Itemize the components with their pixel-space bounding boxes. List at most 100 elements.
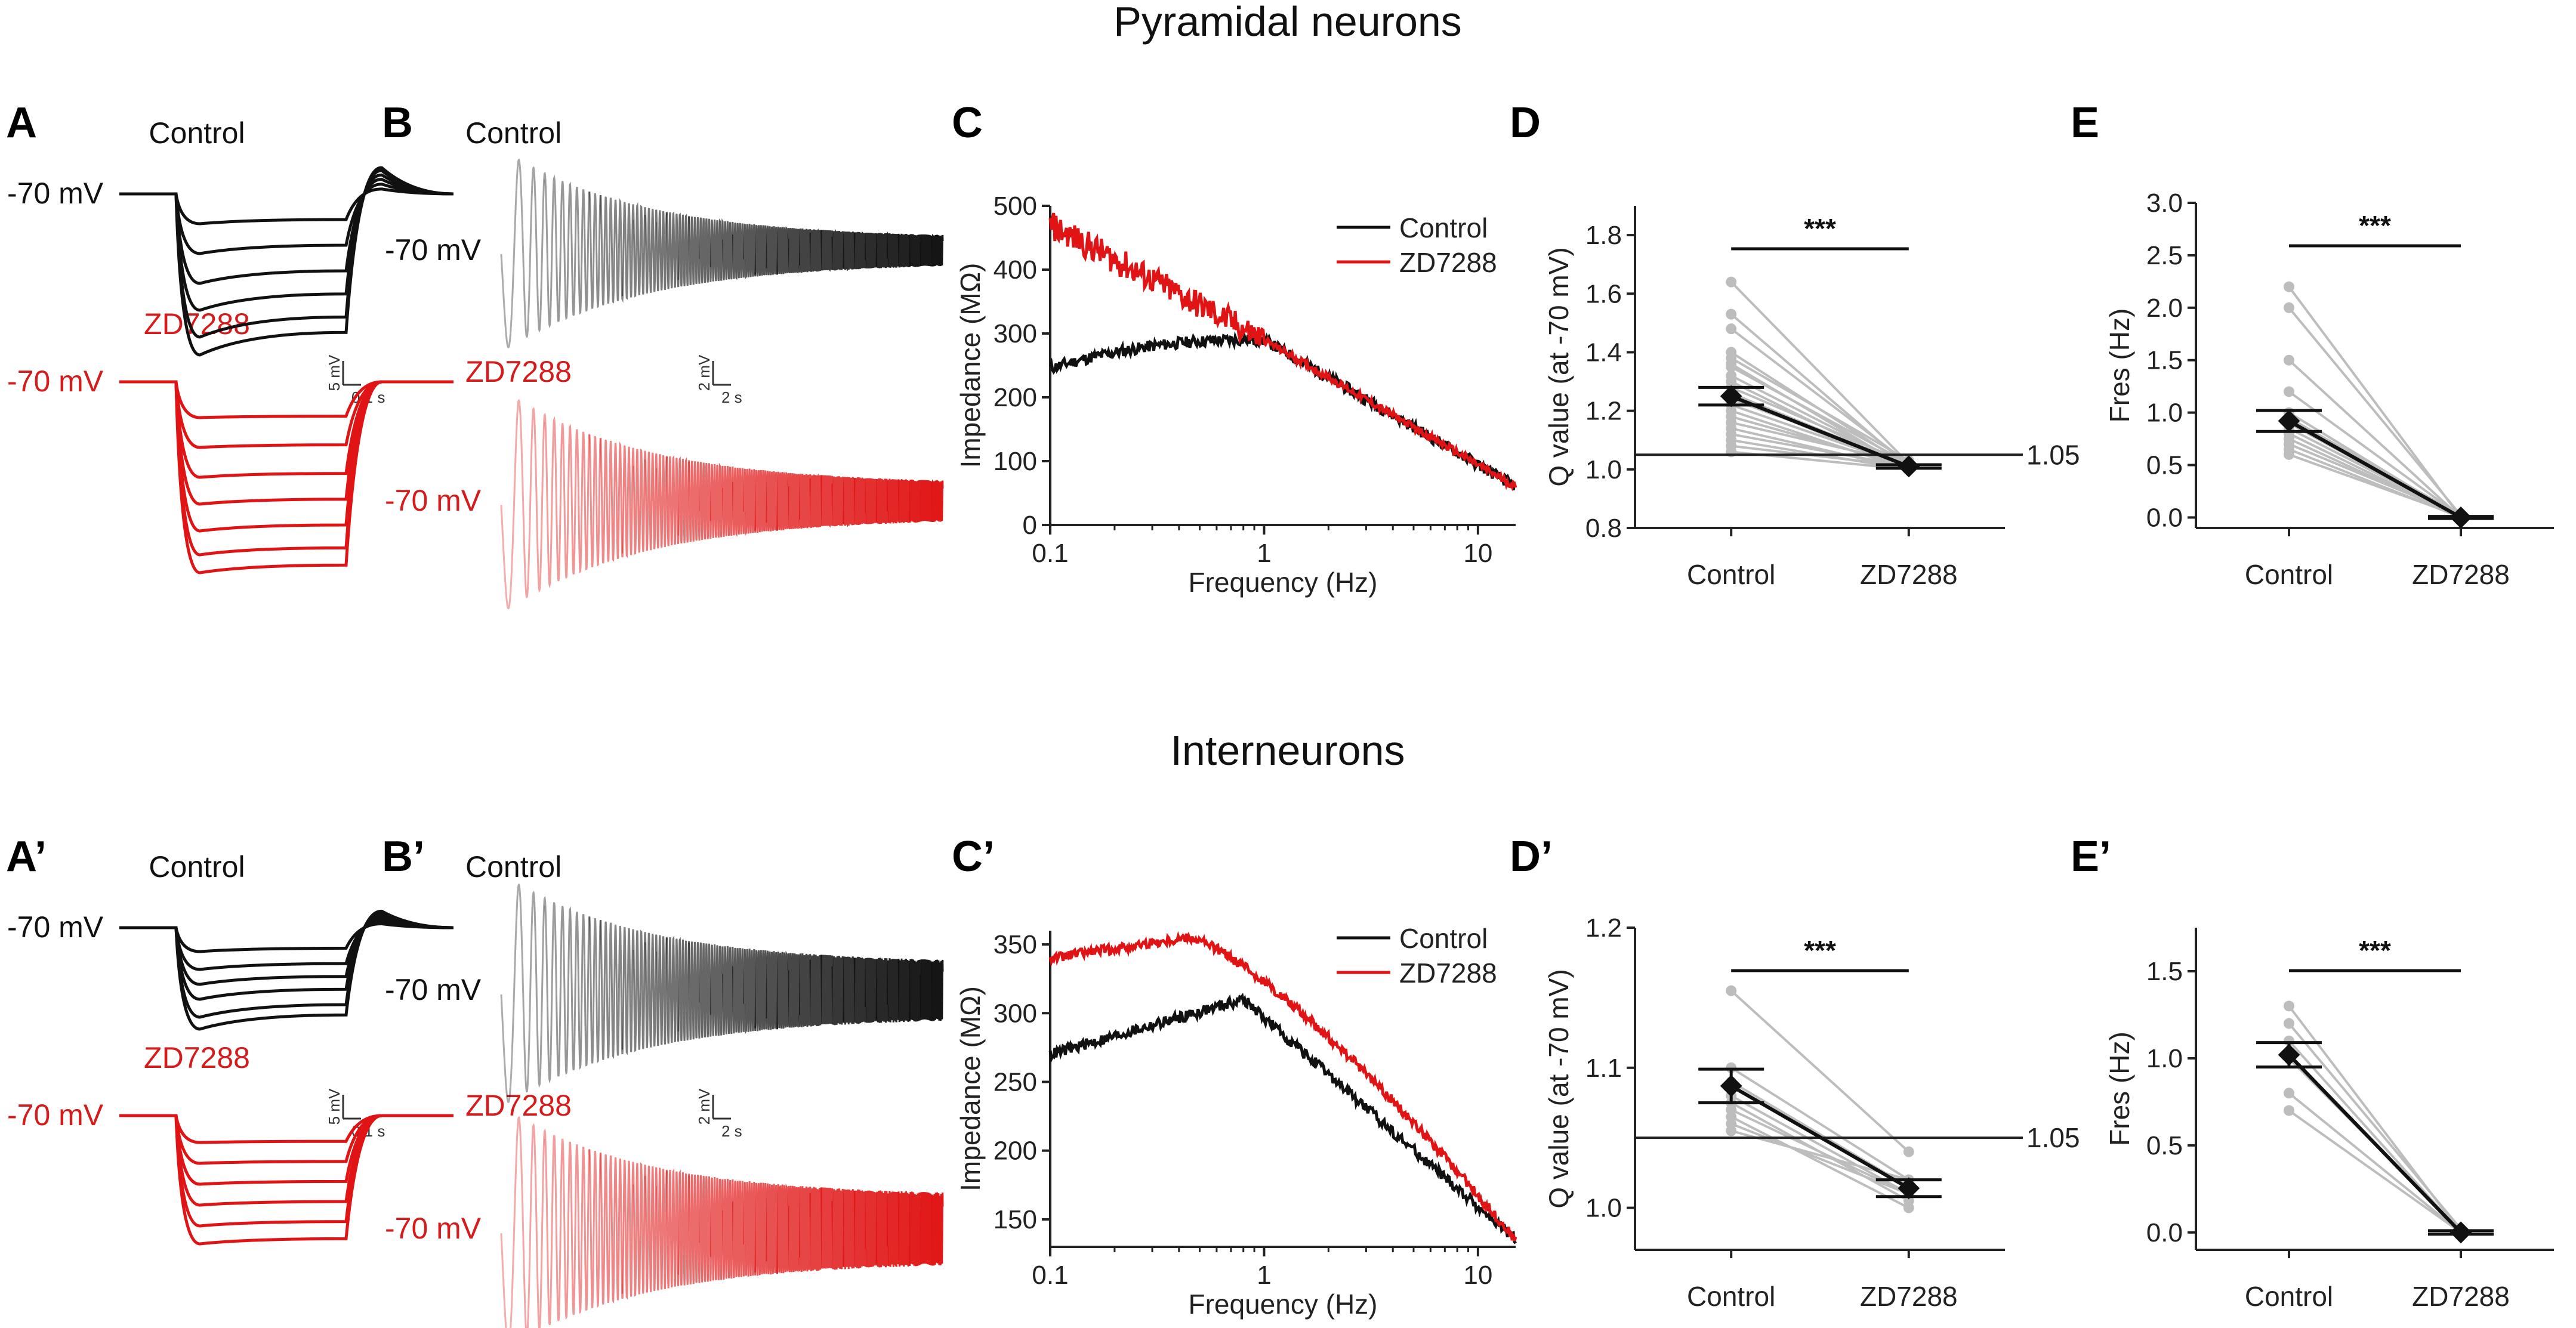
panel-label-b: B’ [382,833,425,881]
chirp-segment [633,202,646,298]
chirp-segment [622,926,635,1055]
chirp-segment [809,954,822,1027]
chirp-segment [909,1191,922,1267]
chirp-segment [887,478,900,524]
chirp-segment [875,958,889,1023]
chirp-segment [544,902,557,1084]
voltage-trace [119,922,454,953]
zd7288-step-traces [119,1114,454,1246]
scale-bar-voltage-label: 2 mV [695,354,713,391]
chirp-segment [931,959,944,1021]
chirp-segment [875,233,889,268]
zd7288-step-traces [119,380,454,575]
x-tick-label: ZD7288 [1860,1281,1958,1312]
chirp-segment [699,1175,712,1283]
paired-line [1730,281,1910,465]
y-axis-label: Q value (at -70 mV) [1543,969,1574,1208]
voltage-trace [119,187,454,226]
voltage-trace [119,183,454,255]
control-impedance-curve [1048,331,1516,490]
chirp-segment [721,1178,734,1280]
chirp-segment [931,1192,944,1266]
significance-stars: *** [2359,935,2391,966]
scale-bar-time-label: 2 s [721,388,742,406]
chirp-segment [887,958,900,1023]
chirp-segment [655,1167,668,1291]
zd7288-dot [1903,1202,1914,1213]
chirp-segment [710,1177,723,1281]
mean-marker [1898,455,1920,478]
chirp-segment [831,228,844,271]
chirp-segment [875,1190,889,1268]
x-tick-label: Control [2245,1281,2333,1312]
chirp-segment [743,468,756,536]
legend-label-zd7288: ZD7288 [1399,247,1497,278]
chirp-segment [743,1181,756,1277]
x-tick-label: ZD7288 [2412,559,2510,590]
chirp-segment [732,1180,745,1278]
chirp-segment [887,1191,900,1267]
panel-b-rest-label-red: -70 mV [385,484,482,517]
legend-label-control: Control [1399,212,1488,243]
row-title: Pyramidal neurons [1113,0,1462,45]
y-tick-label: 1.5 [2146,957,2183,986]
y-axis-label: Fres (Hz) [2104,1031,2135,1146]
control-dot [2284,449,2294,460]
impedance-chart: 150 200 250 300 350 0.1 1 10 Frequency (Hz) Imped… [955,923,1517,1320]
significance-stars: *** [1804,213,1836,244]
chirp-segment [600,194,613,305]
chirp-segment [843,1189,856,1270]
chirp-segment [787,1185,800,1273]
chirp-segment [655,934,668,1046]
chirp-segment [743,949,756,1034]
panel-a-control-label: Control [149,116,245,150]
chirp-segment [931,479,944,523]
y-tick-label: 2.5 [2146,241,2183,270]
chirp-segment [721,465,734,537]
control-dot [1726,308,1737,320]
paired-line [2288,1092,2462,1234]
chirp-segment [765,950,778,1030]
scale-bar-time-label: 2 s [721,1122,742,1140]
chirp-segment [776,471,789,531]
panel-label-c: C’ [952,833,995,881]
zd7288-dot [1903,1146,1914,1157]
paired-line [1730,357,1909,462]
panel-b-zd7288-label: ZD7288 [465,355,572,388]
voltage-trace [119,169,454,339]
y-tick-label: 200 [994,383,1037,412]
panel-label-e: E [2071,99,2099,147]
chirp-segment [588,434,601,567]
paired-line [1730,1094,1909,1195]
chirp-segment [776,950,789,1030]
y-tick-label: 1.5 [2146,346,2183,375]
chirp-segment [610,197,624,304]
chirp-segment [699,462,712,541]
paired-line [1730,1067,1909,1181]
control-dot [1726,362,1737,372]
y-tick-label: 150 [994,1205,1037,1234]
paired-line [2288,1109,2462,1234]
control-dot [2284,1105,2294,1116]
chirp-segment [853,477,866,526]
voltage-trace [119,915,454,1001]
chirp-segment [820,1187,834,1269]
chirp-segment [809,1187,822,1271]
chirp-segment [500,505,513,610]
panel-b-rest-label: -70 mV [385,973,482,1006]
significance-stars: *** [2359,210,2391,241]
control-dot [2284,281,2294,292]
y-tick-label: 500 [994,192,1037,221]
y-tick-label: 200 [994,1136,1037,1166]
y-tick-label: 300 [994,319,1037,348]
x-tick-label: 0.1 [1032,539,1068,568]
y-tick-label: 0.0 [2146,1218,2183,1247]
chirp-segment [600,438,613,564]
chirp-segment [544,174,557,329]
y-tick-label: 400 [994,255,1037,285]
panel-b-zd7288-label: ZD7288 [465,1089,572,1122]
chirp-segment [544,1135,557,1325]
y-tick-label: 1.0 [1585,1194,1622,1223]
y-tick-label: 1.0 [2146,1044,2183,1073]
chirp-segment [710,944,723,1036]
